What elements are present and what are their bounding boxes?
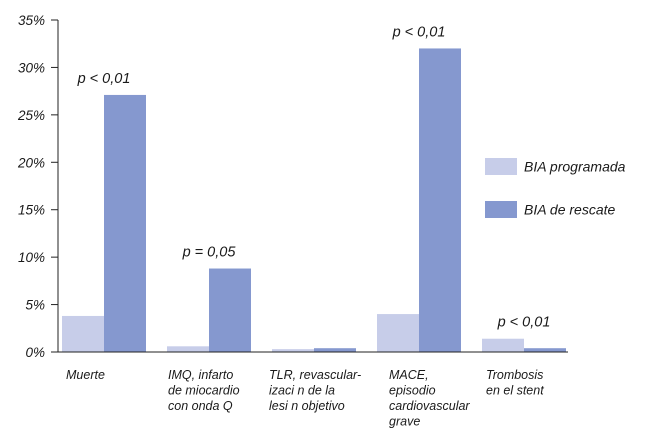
x-category-label: episodio xyxy=(389,384,436,398)
bar-bia-de-rescate xyxy=(209,268,251,352)
bar-bia-de-rescate xyxy=(524,348,566,352)
p-value-annotation: p < 0,01 xyxy=(392,24,446,40)
y-tick-label: 20% xyxy=(17,155,45,170)
y-tick-label: 30% xyxy=(18,60,45,75)
legend: BIA programada BIA de rescate xyxy=(485,158,626,218)
x-category-label: Trombosis xyxy=(486,368,543,382)
x-category-label: en el stent xyxy=(486,384,544,398)
x-category-label: TLR, revascular- xyxy=(269,368,361,382)
y-axis: 0% 5% 10% 15% 20% 25% 30% 35% xyxy=(17,13,59,360)
p-value-annotation: p < 0,01 xyxy=(497,315,551,331)
y-tick-label: 15% xyxy=(18,203,45,218)
bar-bia-de-rescate xyxy=(419,48,461,352)
p-value-annotation: p = 0,05 xyxy=(182,245,237,261)
bar-bia-programada xyxy=(167,346,209,352)
x-category-label: IMQ, infarto xyxy=(168,368,233,382)
y-tick-label: 35% xyxy=(18,13,45,28)
x-category-label: izaci n de la xyxy=(269,384,335,398)
legend-swatch xyxy=(485,201,517,218)
x-category-label: Muerte xyxy=(66,368,105,382)
annotations: p < 0,01 p = 0,05 p < 0,01 p < 0,01 xyxy=(77,24,551,330)
x-category-label: cardiovascular xyxy=(389,399,470,413)
bar-bia-programada xyxy=(62,315,104,352)
y-tick-label: 25% xyxy=(17,108,45,123)
y-tick-label: 10% xyxy=(18,250,45,265)
bar-bia-programada xyxy=(272,349,314,352)
bar-bia-programada xyxy=(377,314,419,352)
x-category-label: MACE, xyxy=(389,368,429,382)
legend-label: BIA programada xyxy=(524,159,626,175)
y-tick-label: 0% xyxy=(25,345,45,360)
legend-swatch xyxy=(485,158,517,175)
x-category-label: lesi n objetivo xyxy=(269,399,345,413)
bar-bia-de-rescate xyxy=(314,348,356,352)
bars xyxy=(62,48,566,353)
p-value-annotation: p < 0,01 xyxy=(77,71,131,87)
y-tick-label: 5% xyxy=(25,298,45,313)
bar-bia-programada xyxy=(482,338,524,352)
bar-bia-de-rescate xyxy=(104,94,146,353)
x-category-label: grave xyxy=(389,415,420,429)
x-category-label: de miocardio xyxy=(168,384,240,398)
legend-label: BIA de rescate xyxy=(524,202,616,218)
x-category-label: con onda Q xyxy=(168,399,233,413)
